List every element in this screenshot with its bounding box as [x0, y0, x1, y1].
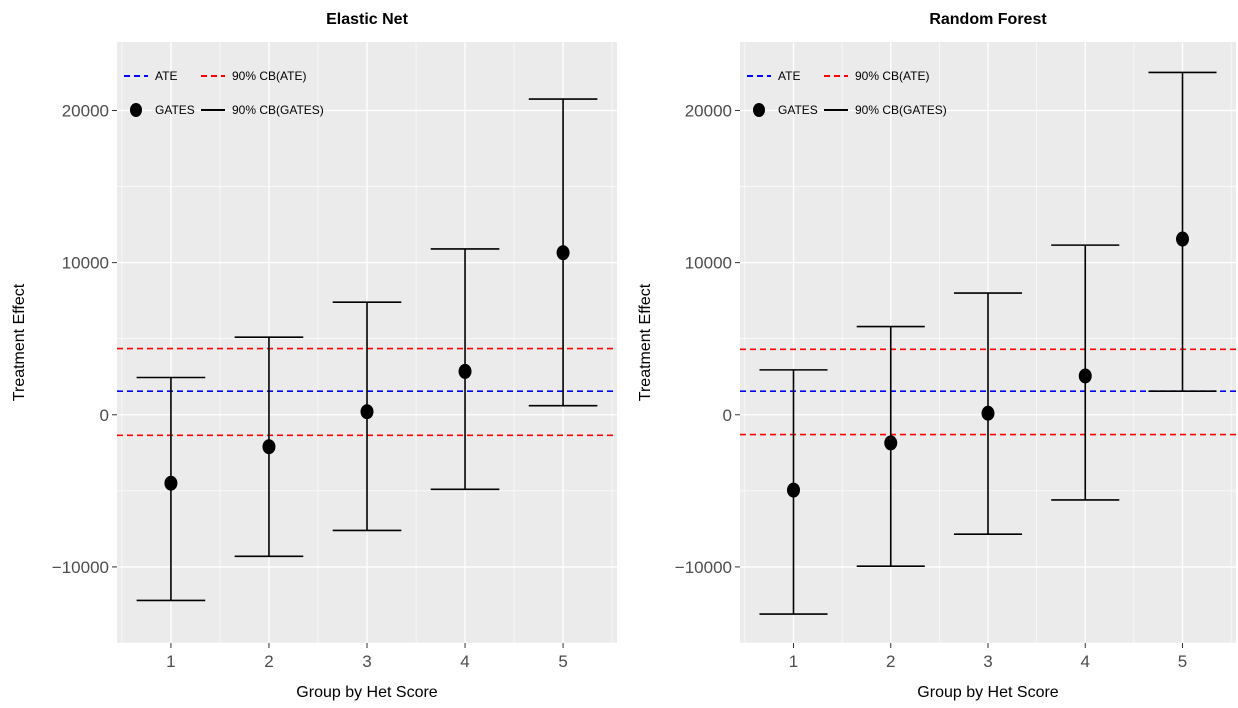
gates-point-1	[786, 482, 800, 498]
gates-point-1	[164, 475, 178, 491]
gates-point-3	[981, 405, 995, 421]
x-tick-label: 5	[558, 652, 567, 671]
x-tick-label: 1	[789, 652, 798, 671]
y-tick-label: 10000	[685, 254, 732, 273]
chart-title: Elastic Net	[326, 11, 408, 28]
x-axis-title: Group by Het Score	[917, 684, 1059, 701]
gates-point-4	[1078, 368, 1092, 384]
legend-gates-cb-label: 90% CB(GATES)	[232, 103, 324, 117]
y-tick-label: 0	[100, 406, 109, 425]
gates-point-2	[262, 439, 276, 455]
y-tick-label: 0	[723, 406, 732, 425]
legend-ate-cb-label: 90% CB(ATE)	[232, 69, 306, 83]
legend-ate-cb-label: 90% CB(ATE)	[855, 69, 929, 83]
y-tick-label: 10000	[62, 254, 109, 273]
x-tick-label: 4	[460, 652, 469, 671]
chart-panel-2: −10000 0 10000 20000 1 2 3 4 5 Random Forest Group…	[637, 11, 1236, 701]
x-tick-label: 2	[264, 652, 273, 671]
x-tick-label: 3	[362, 652, 371, 671]
legend-gates-cb-label: 90% CB(GATES)	[855, 103, 947, 117]
chart-title: Random Forest	[929, 11, 1047, 28]
x-tick-label: 2	[886, 652, 895, 671]
legend-gates-key	[753, 103, 765, 117]
x-tick-label: 5	[1178, 652, 1187, 671]
gates-point-5	[556, 245, 570, 261]
legend-ate-label: ATE	[778, 69, 800, 83]
y-tick-label: 20000	[685, 101, 732, 120]
legend: ATE 90% CB(ATE) GATES 90% CB(GATES)	[124, 69, 324, 117]
y-tick-label: −10000	[52, 558, 109, 577]
x-tick-label: 4	[1081, 652, 1090, 671]
y-tick-label: 20000	[62, 101, 109, 120]
gates-point-3	[360, 404, 374, 420]
chart-panel-1: −10000 0 10000 20000 1 2 3 4 5 Elastic Net Group b…	[11, 11, 617, 701]
legend-ate-label: ATE	[155, 69, 177, 83]
gates-point-2	[884, 435, 898, 451]
gates-point-4	[458, 363, 472, 379]
legend-gates-label: GATES	[778, 103, 818, 117]
gates-point-5	[1176, 231, 1190, 247]
legend: ATE 90% CB(ATE) GATES 90% CB(GATES)	[747, 69, 947, 117]
legend-gates-label: GATES	[155, 103, 195, 117]
y-axis-title: Treatment Effect	[637, 283, 654, 401]
y-tick-label: −10000	[675, 558, 732, 577]
x-tick-label: 3	[983, 652, 992, 671]
x-axis-title: Group by Het Score	[296, 684, 438, 701]
y-axis-title: Treatment Effect	[11, 283, 28, 401]
x-tick-label: 1	[166, 652, 175, 671]
legend-gates-key	[130, 103, 142, 117]
